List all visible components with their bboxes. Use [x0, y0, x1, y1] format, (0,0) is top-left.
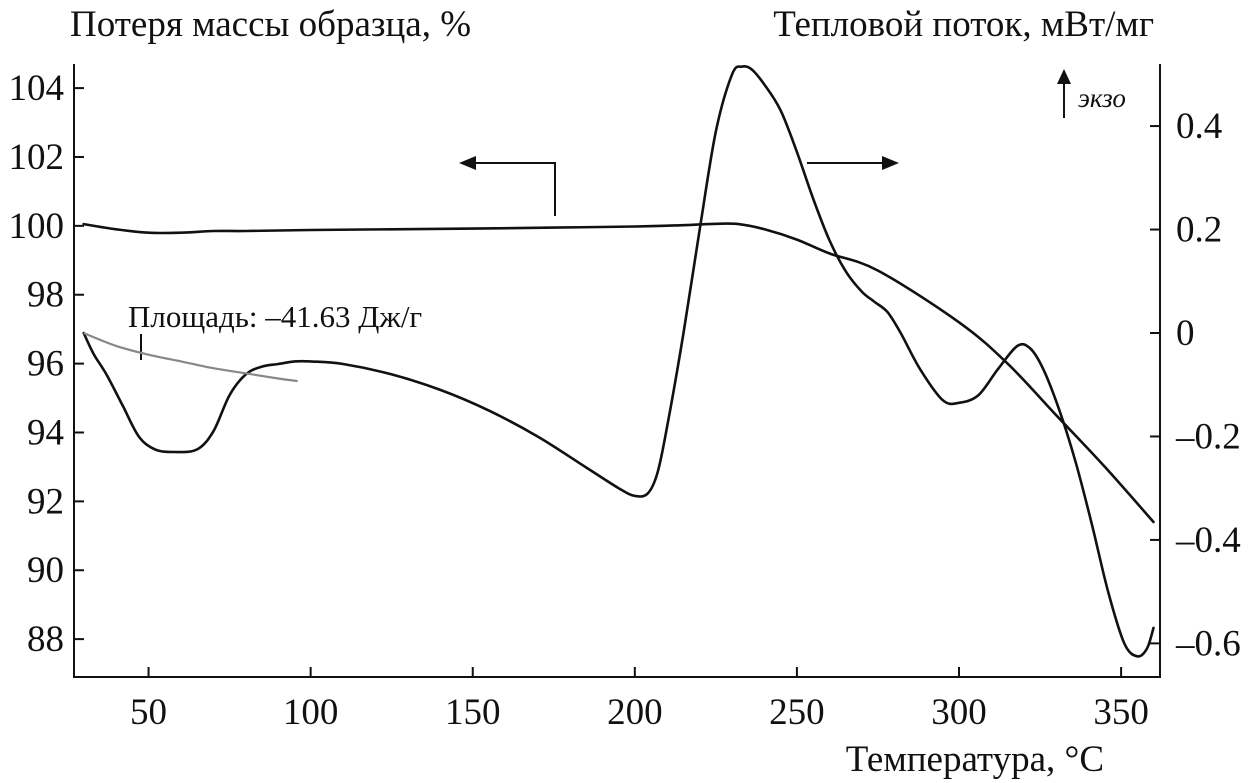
left-axis-title: Потеря массы образца, % [70, 4, 471, 45]
y-right-tick-label: –0.6 [1175, 623, 1241, 664]
y-right-tick-label: –0.4 [1175, 520, 1241, 561]
x-tick-label: 250 [769, 692, 825, 733]
y-left-tick-label: 92 [27, 481, 64, 522]
y-right-tick-label: 0.4 [1176, 106, 1222, 147]
y-left-tick-label: 90 [27, 550, 64, 591]
y-right-tick-label: 0 [1176, 313, 1195, 354]
x-tick-label: 100 [283, 692, 339, 733]
right-axis-title: Тепловой поток, мВт/мг [773, 4, 1154, 45]
left-series-arrow [459, 156, 556, 216]
y-left-tick-label: 100 [9, 206, 65, 247]
y-left-tick-label: 104 [9, 68, 65, 109]
y-left-tick-label: 102 [9, 137, 65, 178]
right-series-arrow [807, 156, 899, 170]
integration-baseline [83, 331, 298, 383]
mass-loss-curve [82, 222, 1155, 524]
y-left-tick-label: 94 [27, 412, 64, 453]
x-tick-label: 350 [1093, 692, 1149, 733]
y-left-tick-label: 98 [27, 275, 64, 316]
y-left-tick-label: 96 [27, 344, 64, 385]
x-axis-title: Температура, °C [846, 739, 1104, 780]
y-left-tick-label: 88 [27, 619, 64, 660]
exo-indicator: экзо [1057, 69, 1126, 118]
x-tick-label: 150 [445, 692, 501, 733]
heat-flow-curve [82, 64, 1155, 658]
y-right-tick-label: 0.2 [1176, 210, 1222, 251]
x-tick-label: 50 [130, 692, 167, 733]
x-tick-label: 200 [607, 692, 663, 733]
exo-label: экзо [1078, 83, 1126, 113]
x-tick-label: 300 [931, 692, 987, 733]
area-annotation: Площадь: –41.63 Дж/г [128, 299, 422, 334]
y-right-tick-label: –0.2 [1175, 416, 1241, 457]
